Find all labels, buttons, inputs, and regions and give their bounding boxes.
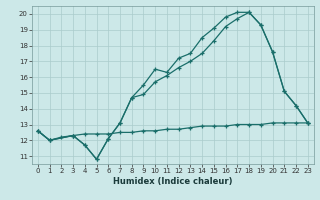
X-axis label: Humidex (Indice chaleur): Humidex (Indice chaleur) [113, 177, 233, 186]
